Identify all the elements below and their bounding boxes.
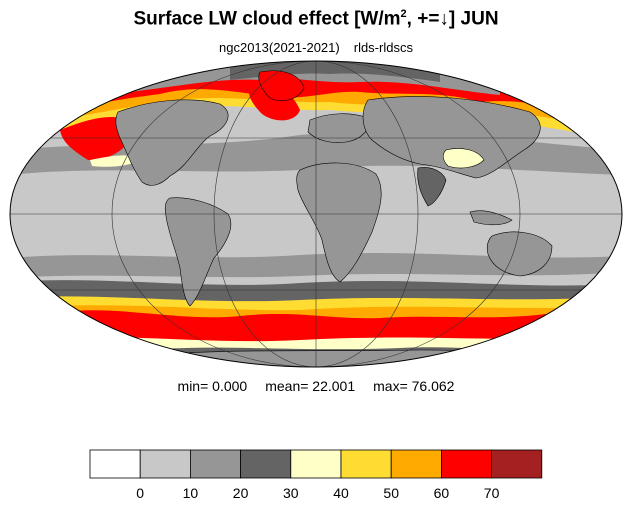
land-tibet (442, 148, 485, 169)
colorbar-label: 20 (233, 485, 249, 501)
colorbar-swatch (89, 449, 141, 479)
land-asia (362, 96, 541, 179)
min-value: 0.000 (212, 378, 248, 394)
field-statistics: min= 0.000 mean= 22.001 max= 76.062 (0, 378, 632, 394)
map-border (9, 60, 623, 368)
mean-label: mean= (265, 378, 309, 394)
land-india (417, 167, 447, 207)
map-subtitle: ngc2013(2021-2021) rlds-rldscs (0, 40, 632, 55)
map-title: Surface LW cloud effect [W/m2, +=↓] JUN (133, 8, 499, 30)
colorbar-swatch (440, 449, 492, 479)
colorbar-swatch (139, 449, 191, 479)
colorbar-label: 10 (183, 485, 199, 501)
graticule (10, 61, 622, 367)
field-atlantic-red (248, 83, 300, 121)
colorbar-swatch (491, 449, 543, 479)
colorbar-swatch (340, 449, 392, 479)
max-value: 76.062 (411, 378, 455, 394)
land-greenland (258, 70, 305, 101)
colorbar-swatch (390, 449, 442, 479)
colorbar-swatch (189, 449, 241, 479)
land-australia (486, 231, 553, 277)
colorbar-swatch (240, 449, 292, 479)
colorbar-label: 50 (383, 485, 399, 501)
colorbar-label: 0 (136, 485, 144, 501)
land-africa (296, 162, 382, 283)
run-label: ngc2013(2021-2021) (219, 40, 340, 55)
variable-label: rlds-rldscs (353, 40, 413, 55)
min-label: min= (177, 378, 209, 394)
max-label: max= (373, 378, 408, 394)
colorbar-label: 40 (333, 485, 349, 501)
colorbar-label: 30 (283, 485, 299, 501)
colorbar-swatch (290, 449, 342, 479)
colorbar-label: 60 (434, 485, 450, 501)
colorbar-label: 70 (484, 485, 500, 501)
mean-value: 22.001 (312, 378, 356, 394)
land-europe (307, 113, 370, 143)
field-pacific-yellow (90, 155, 140, 167)
field-pacific-red (60, 117, 135, 160)
